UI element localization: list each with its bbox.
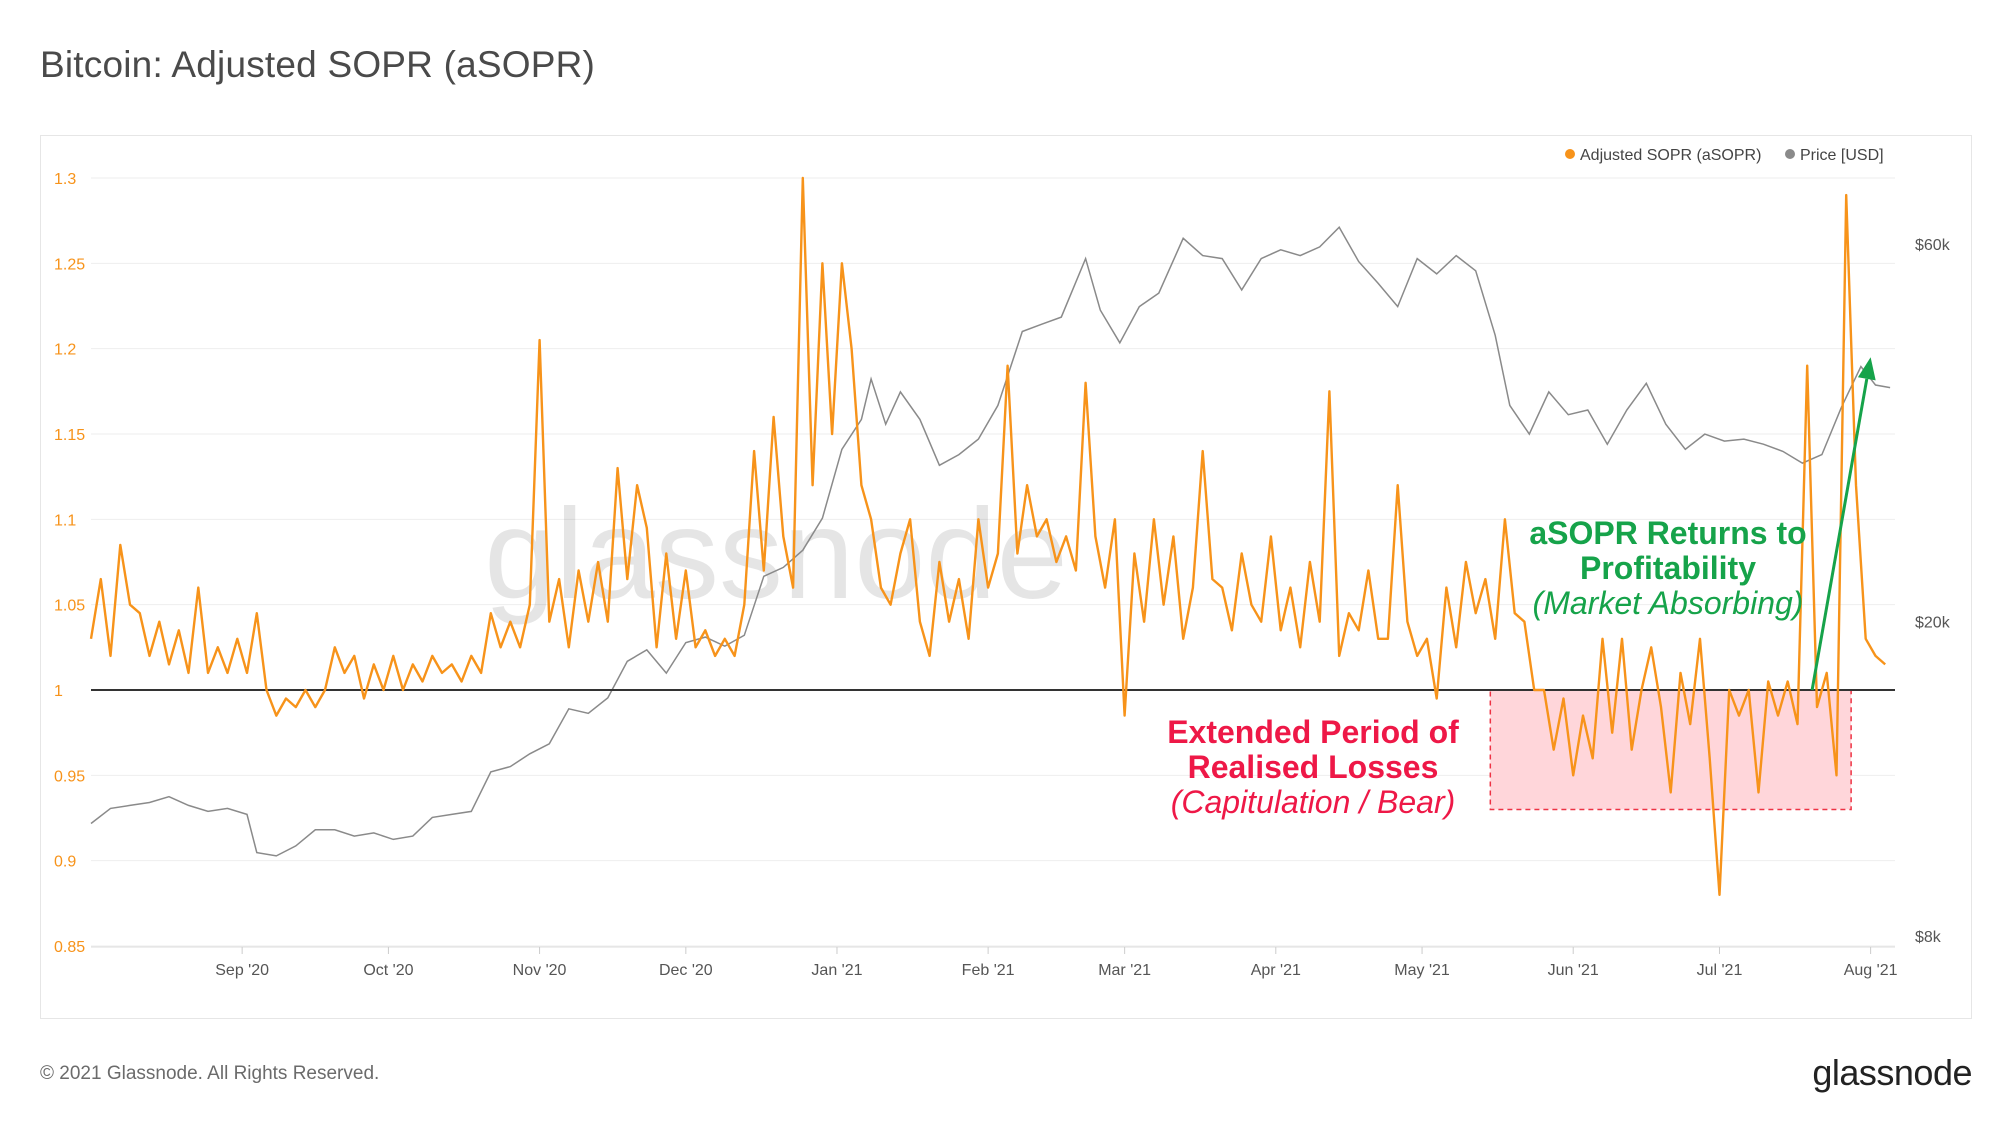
x-tick-label: Sep '20 xyxy=(215,962,269,979)
loss-annotation-line2: Realised Losses xyxy=(1188,749,1439,785)
x-tick-label: Apr '21 xyxy=(1251,962,1301,979)
legend-price-marker xyxy=(1785,149,1795,159)
chart: glassnode 0.85 0.9 0.95 1 1.05 1.1 1.15 1.2 1.25… xyxy=(54,147,1951,979)
profit-arrow xyxy=(1810,378,1869,691)
asopr-series xyxy=(89,176,1886,896)
x-tick-label: Feb '21 xyxy=(962,962,1015,979)
y-left-tick-label: 1.25 xyxy=(54,256,85,273)
profit-annotation-line1: aSOPR Returns to xyxy=(1529,515,1806,551)
x-tick-label: Nov '20 xyxy=(513,962,567,979)
x-tick-label: Dec '20 xyxy=(659,962,713,979)
y-left-tick-label: 1.15 xyxy=(54,427,85,444)
profit-annotation-line2: Profitability xyxy=(1580,550,1756,586)
y-left-tick-label: 1 xyxy=(54,683,63,700)
x-tick-label: Jan '21 xyxy=(811,962,862,979)
asopr-line xyxy=(89,176,1886,896)
y-left-tick-label: 1.05 xyxy=(54,598,85,615)
price-series xyxy=(90,225,1891,857)
axes: 0.85 0.9 0.95 1 1.05 1.1 1.15 1.2 1.25 1.3 $8k $20k… xyxy=(54,171,1951,979)
legend-asopr-label: Adjusted SOPR (aSOPR) xyxy=(1580,147,1761,164)
legend-asopr-marker xyxy=(1565,149,1575,159)
legend: Adjusted SOPR (aSOPR) Price [USD] xyxy=(1565,147,1884,164)
y-left-tick-label: 0.9 xyxy=(54,854,76,871)
legend-price-label: Price [USD] xyxy=(1800,147,1884,164)
y-right-tick-label: $20k xyxy=(1915,614,1951,631)
footer-copyright: © 2021 Glassnode. All Rights Reserved. xyxy=(40,1063,380,1084)
footer-logo: glassnode xyxy=(1812,1052,1972,1093)
x-tick-label: Aug '21 xyxy=(1844,962,1898,979)
x-tick-label: Mar '21 xyxy=(1098,962,1151,979)
loss-annotation-line1: Extended Period of xyxy=(1167,714,1459,750)
x-tick-label: Jul '21 xyxy=(1697,962,1743,979)
price-line xyxy=(90,225,1891,857)
annotations: Extended Period of Realised Losses (Capi… xyxy=(1167,357,1876,820)
y-left-tick-label: 1.2 xyxy=(54,342,76,359)
y-right-tick-label: $8k xyxy=(1915,929,1942,946)
y-left-tick-label: 1.3 xyxy=(54,171,76,188)
profit-arrow-head xyxy=(1857,357,1876,381)
y-right-tick-label: $60k xyxy=(1915,237,1951,254)
page-title: Bitcoin: Adjusted SOPR (aSOPR) xyxy=(40,44,596,85)
y-left-tick-label: 0.85 xyxy=(54,939,85,956)
x-tick-label: May '21 xyxy=(1394,962,1450,979)
y-left-tick-label: 1.1 xyxy=(54,512,76,529)
x-tick-label: Oct '20 xyxy=(363,962,413,979)
y-left-tick-label: 0.95 xyxy=(54,768,85,785)
watermark: glassnode xyxy=(484,483,1068,626)
x-tick-label: Jun '21 xyxy=(1548,962,1599,979)
chart-panel: glassnode 0.85 0.9 0.95 1 1.05 1.1 1.15 1.2 1.25… xyxy=(40,135,1972,1019)
profit-annotation-line3: (Market Absorbing) xyxy=(1533,585,1804,621)
loss-annotation-line3: (Capitulation / Bear) xyxy=(1171,784,1456,820)
